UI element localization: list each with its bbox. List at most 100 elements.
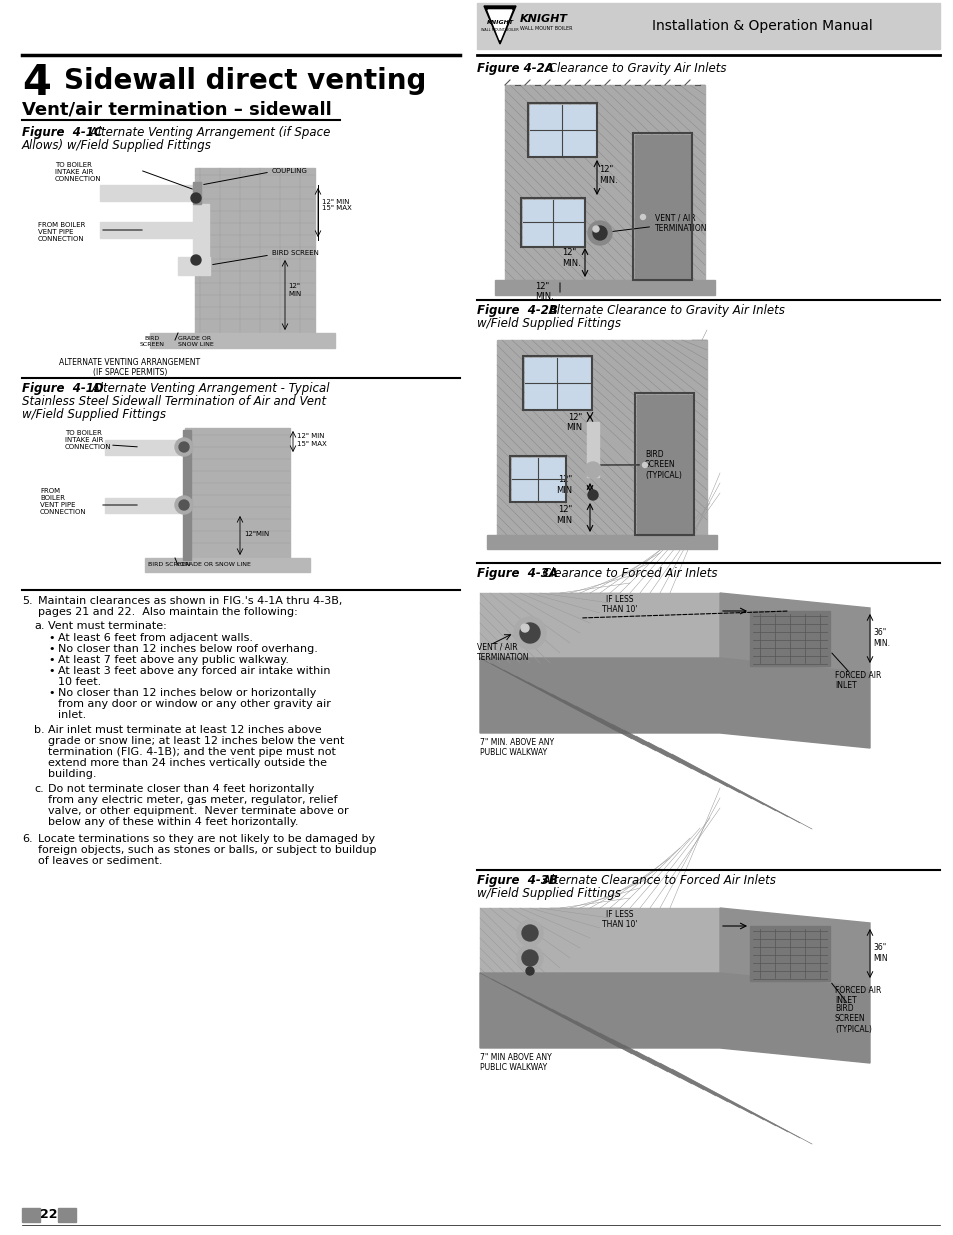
Polygon shape bbox=[483, 6, 516, 44]
Circle shape bbox=[525, 967, 534, 974]
Bar bbox=[476, 2, 939, 49]
Text: Clearance to Forced Air Inlets: Clearance to Forced Air Inlets bbox=[538, 567, 717, 580]
Text: pages 21 and 22.  Also maintain the following:: pages 21 and 22. Also maintain the follo… bbox=[38, 606, 297, 618]
Polygon shape bbox=[479, 973, 869, 1063]
Text: 4: 4 bbox=[22, 62, 51, 104]
Text: •: • bbox=[48, 688, 54, 698]
Text: from any door or window or any other gravity air: from any door or window or any other gra… bbox=[58, 699, 331, 709]
Text: At least 6 feet from adjacent walls.: At least 6 feet from adjacent walls. bbox=[58, 634, 253, 643]
Text: BIRD
SCREEN
(TYPICAL): BIRD SCREEN (TYPICAL) bbox=[834, 1004, 871, 1034]
Circle shape bbox=[641, 462, 647, 468]
Text: IF LESS
THAN 10': IF LESS THAN 10' bbox=[601, 910, 638, 930]
Text: termination (FIG. 4-1B); and the vent pipe must not: termination (FIG. 4-1B); and the vent pi… bbox=[48, 747, 335, 757]
Text: Clearance to Gravity Air Inlets: Clearance to Gravity Air Inlets bbox=[544, 62, 726, 75]
Circle shape bbox=[593, 226, 598, 232]
Polygon shape bbox=[479, 908, 720, 973]
Bar bbox=[22, 1208, 40, 1221]
Text: Locate terminations so they are not likely to be damaged by: Locate terminations so they are not like… bbox=[38, 834, 375, 844]
Text: 6.: 6. bbox=[22, 834, 32, 844]
Text: Installation & Operation Manual: Installation & Operation Manual bbox=[651, 19, 872, 33]
Text: FROM BOILER
VENT PIPE
CONNECTION: FROM BOILER VENT PIPE CONNECTION bbox=[38, 222, 85, 242]
Text: from any electric meter, gas meter, regulator, relief: from any electric meter, gas meter, regu… bbox=[48, 795, 337, 805]
Bar bbox=[520, 198, 584, 247]
Bar bbox=[504, 85, 704, 280]
Text: IF LESS
THAN 10': IF LESS THAN 10' bbox=[601, 595, 638, 614]
Text: KNIGHT: KNIGHT bbox=[486, 20, 513, 25]
Circle shape bbox=[174, 438, 193, 456]
Text: GRADE OR
SNOW LINE: GRADE OR SNOW LINE bbox=[178, 336, 213, 347]
Bar bbox=[194, 168, 314, 333]
Text: •: • bbox=[48, 666, 54, 676]
Polygon shape bbox=[720, 908, 869, 988]
Text: Alternate Clearance to Forced Air Inlets: Alternate Clearance to Forced Air Inlets bbox=[538, 874, 775, 887]
Text: VENT / AIR
TERMINATION: VENT / AIR TERMINATION bbox=[602, 214, 707, 232]
Text: 12"
MIN: 12" MIN bbox=[556, 505, 572, 525]
Text: 12" MIN
15" MAX: 12" MIN 15" MAX bbox=[296, 433, 327, 447]
Circle shape bbox=[517, 945, 542, 971]
Text: Stainless Steel Sidewall Termination of Air and Vent: Stainless Steel Sidewall Termination of … bbox=[22, 395, 326, 408]
Polygon shape bbox=[488, 10, 512, 40]
Bar bbox=[193, 204, 209, 259]
Text: BIRD
SCREEN: BIRD SCREEN bbox=[139, 336, 164, 347]
Text: Vent/air termination – sidewall: Vent/air termination – sidewall bbox=[22, 100, 332, 119]
Text: 12"
MIN: 12" MIN bbox=[565, 412, 581, 432]
Bar bbox=[527, 103, 597, 157]
Text: 12"
MIN.: 12" MIN. bbox=[535, 282, 553, 301]
Polygon shape bbox=[720, 593, 869, 673]
Text: •: • bbox=[48, 643, 54, 655]
Text: COUPLING: COUPLING bbox=[272, 168, 308, 174]
Bar bbox=[635, 393, 693, 535]
Text: grade or snow line; at least 12 inches below the vent: grade or snow line; at least 12 inches b… bbox=[48, 736, 344, 746]
Bar bbox=[510, 456, 565, 501]
Text: c.: c. bbox=[34, 784, 44, 794]
Text: TO BOILER
INTAKE AIR
CONNECTION: TO BOILER INTAKE AIR CONNECTION bbox=[55, 162, 102, 182]
Text: At least 3 feet above any forced air intake within: At least 3 feet above any forced air int… bbox=[58, 666, 330, 676]
Text: No closer than 12 inches below or horizontally: No closer than 12 inches below or horizo… bbox=[58, 688, 316, 698]
Circle shape bbox=[179, 442, 189, 452]
Text: w/Field Supplied Fittings: w/Field Supplied Fittings bbox=[476, 317, 620, 330]
Text: 12" MIN
15" MAX: 12" MIN 15" MAX bbox=[322, 199, 352, 211]
Circle shape bbox=[517, 920, 542, 946]
Text: WALL MOUNT BOILER: WALL MOUNT BOILER bbox=[519, 26, 572, 31]
Text: Alternate Venting Arrangement - Typical: Alternate Venting Arrangement - Typical bbox=[88, 382, 329, 395]
Text: Vent must terminate:: Vent must terminate: bbox=[48, 621, 167, 631]
Text: 36"
MIN.: 36" MIN. bbox=[872, 629, 889, 647]
Text: Figure  4-1D: Figure 4-1D bbox=[22, 382, 104, 395]
Bar bbox=[495, 280, 714, 295]
Text: Maintain clearances as shown in FIG.'s 4-1A thru 4-3B,: Maintain clearances as shown in FIG.'s 4… bbox=[38, 597, 342, 606]
Text: Air inlet must terminate at least 12 inches above: Air inlet must terminate at least 12 inc… bbox=[48, 725, 321, 735]
Text: FORCED AIR
INLET: FORCED AIR INLET bbox=[834, 671, 881, 690]
Circle shape bbox=[519, 622, 539, 643]
Bar bbox=[512, 458, 563, 500]
Text: TO BOILER
INTAKE AIR
CONNECTION: TO BOILER INTAKE AIR CONNECTION bbox=[65, 430, 112, 450]
Text: Alternate Clearance to Gravity Air Inlets: Alternate Clearance to Gravity Air Inlet… bbox=[544, 304, 784, 317]
Text: At least 7 feet above any public walkway.: At least 7 feet above any public walkway… bbox=[58, 655, 289, 664]
Text: a.: a. bbox=[34, 621, 45, 631]
Bar bbox=[530, 105, 595, 156]
Text: 12"
MIN.: 12" MIN. bbox=[598, 165, 618, 185]
Text: w/Field Supplied Fittings: w/Field Supplied Fittings bbox=[22, 408, 166, 421]
Text: 5.: 5. bbox=[22, 597, 32, 606]
Text: extend more than 24 inches vertically outside the: extend more than 24 inches vertically ou… bbox=[48, 758, 327, 768]
Text: BIRD SCREEN: BIRD SCREEN bbox=[148, 562, 190, 567]
Bar bbox=[178, 257, 210, 275]
Text: No closer than 12 inches below roof overhang.: No closer than 12 inches below roof over… bbox=[58, 643, 317, 655]
Text: 7" MIN ABOVE ANY
PUBLIC WALKWAY: 7" MIN ABOVE ANY PUBLIC WALKWAY bbox=[479, 1053, 551, 1072]
Circle shape bbox=[520, 624, 529, 632]
Text: VENT / AIR
TERMINATION: VENT / AIR TERMINATION bbox=[476, 643, 529, 662]
Text: building.: building. bbox=[48, 769, 96, 779]
Text: 12"
MIN: 12" MIN bbox=[288, 284, 301, 296]
Text: 7" MIN. ABOVE ANY
PUBLIC WALKWAY: 7" MIN. ABOVE ANY PUBLIC WALKWAY bbox=[479, 739, 554, 757]
Text: 22: 22 bbox=[40, 1209, 58, 1221]
Text: 10 feet.: 10 feet. bbox=[58, 677, 101, 687]
Text: foreign objects, such as stones or balls, or subject to buildup: foreign objects, such as stones or balls… bbox=[38, 845, 376, 855]
Bar bbox=[183, 430, 191, 559]
Bar bbox=[635, 135, 689, 280]
Circle shape bbox=[593, 226, 606, 240]
Text: b.: b. bbox=[34, 725, 45, 735]
Text: inlet.: inlet. bbox=[58, 710, 86, 720]
Text: ALTERNATE VENTING ARRANGEMENT
(IF SPACE PERMITS): ALTERNATE VENTING ARRANGEMENT (IF SPACE … bbox=[59, 358, 200, 378]
Bar bbox=[58, 1208, 76, 1221]
Text: of leaves or sediment.: of leaves or sediment. bbox=[38, 856, 162, 866]
Text: 12"MIN: 12"MIN bbox=[244, 531, 269, 537]
